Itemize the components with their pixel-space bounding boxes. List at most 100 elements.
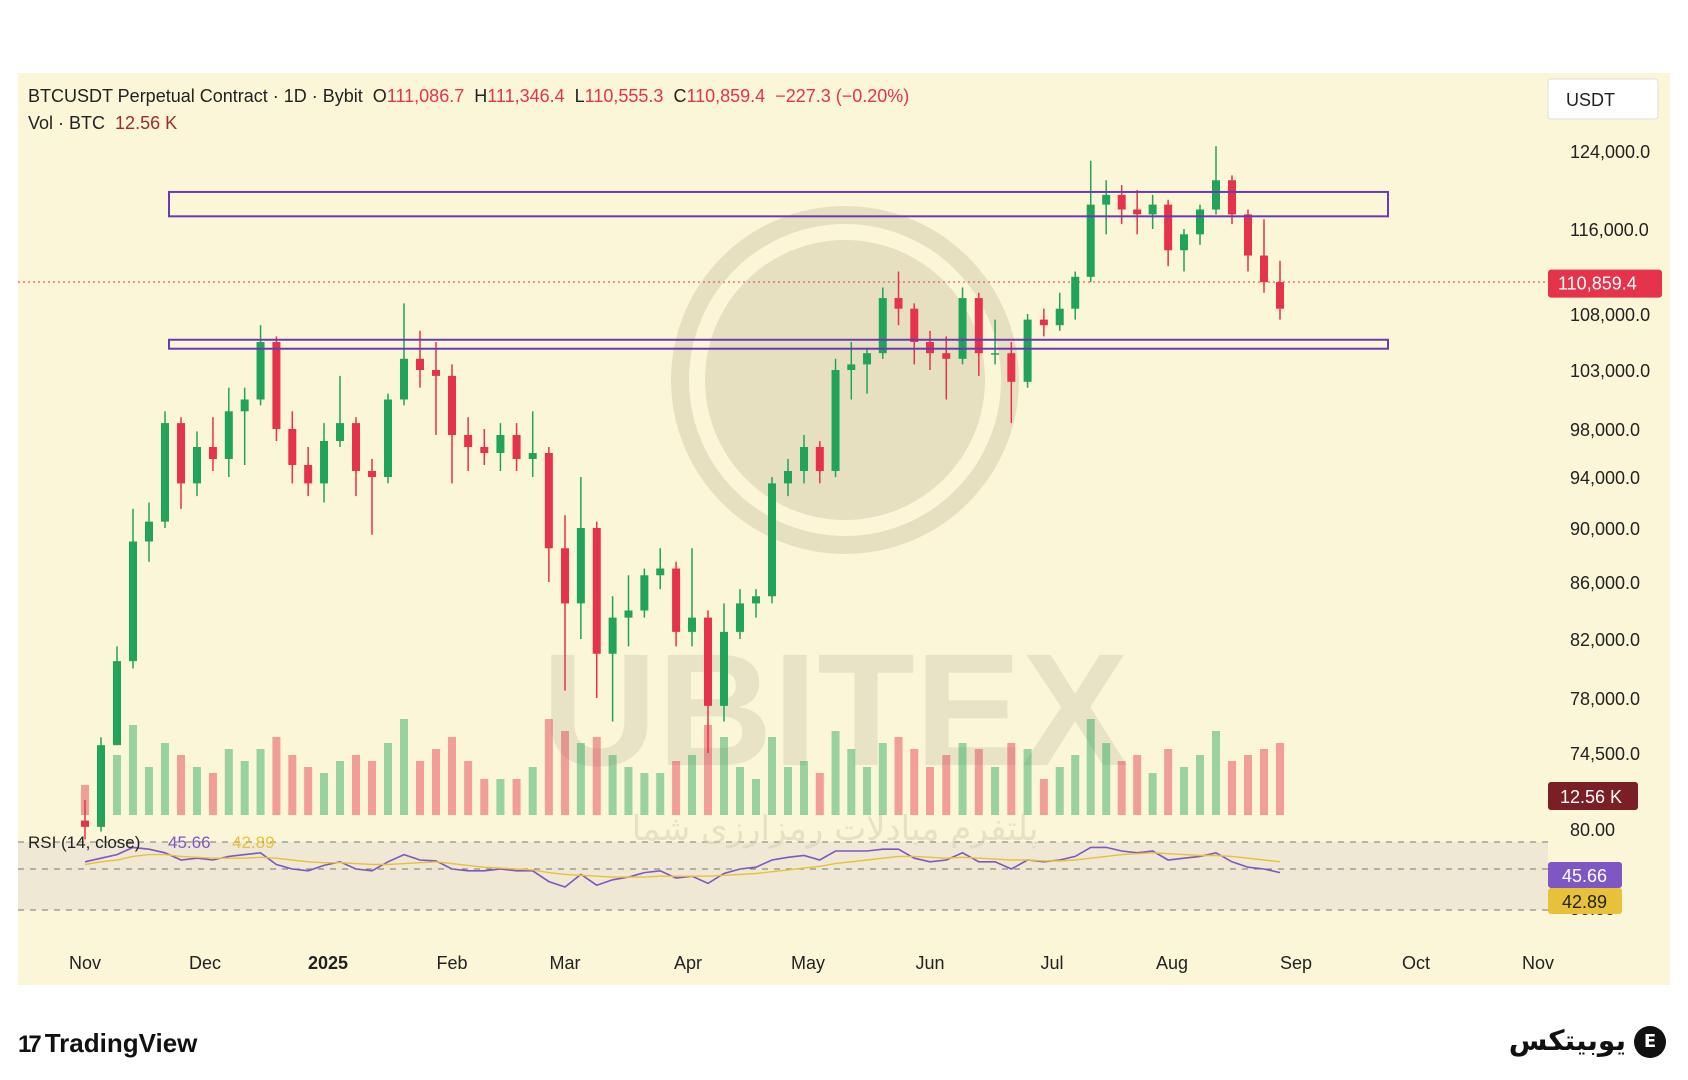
candle-body [1148,204,1157,215]
volume-badge-label: 12.56 K [1560,787,1622,807]
volume-bar [910,749,919,815]
volume-bar [496,779,505,815]
candle-body [1039,319,1048,326]
volume-bar [800,761,808,815]
volume-bar [240,761,249,815]
rsi-ma-value-label: 42.89 [232,833,275,852]
x-tick-label: Nov [1522,953,1554,973]
volume-bar [145,767,153,815]
header-symbol: BTCUSDT Perpetual Contract · 1D · Bybit [28,86,363,106]
y-tick-label: 78,000.0 [1570,689,1640,709]
candle-body [1260,255,1268,283]
volume-bar [400,719,408,815]
candle-body [528,453,537,459]
header-h-value: 111,346.4 [487,86,565,106]
volume-bar [624,767,633,815]
x-tick-label: Dec [189,953,221,973]
candle-body [974,298,983,354]
candle-body [831,370,840,471]
volume-bar [272,737,281,815]
header-l-value: 110,555.3 [584,86,664,106]
volume-bar [480,779,489,815]
candle-body [416,358,424,370]
candle-body [878,298,887,354]
currency-button-bg[interactable] [1547,78,1659,120]
currency-button[interactable]: USDT [1566,90,1615,110]
x-tick-label: Oct [1402,953,1430,973]
candle-body [847,364,856,370]
ubitex-logo: Eیوبیتکس [1509,1024,1666,1058]
volume-bar [1164,749,1173,815]
candle-body [688,617,696,632]
candle-body [592,528,601,654]
candle-body [208,447,217,459]
last-price-badge [1548,269,1662,298]
volume-bar [847,749,856,815]
tradingview-label: TradingView [44,1028,198,1058]
candle-body [752,596,760,604]
volume-bar [608,755,617,815]
candle-body [448,375,456,435]
volume-bar [528,767,537,815]
volume-bar [894,737,903,815]
rsi-y-tick-label: 80.00 [1570,820,1615,840]
candle-body [400,358,408,400]
ubitex-logo-icon: E [1634,1026,1666,1058]
volume-bar [863,767,872,815]
candle-body [432,370,440,376]
watermark-brand: UBITEX [542,620,1129,799]
rsi-badge [1548,862,1622,888]
candle-body [894,298,903,309]
volume-bar [129,725,137,815]
header-vol-value: 12.56 K [115,113,178,133]
tradingview-logo-icon: 17 [18,1031,42,1058]
y-tick-label: 90,000.0 [1570,519,1640,539]
y-tick-label: 103,000.0 [1570,361,1650,381]
y-tick-label: 124,000.0 [1570,142,1650,162]
candle-body [336,423,344,441]
candle-body [464,435,473,447]
candle-body [320,441,329,484]
volume-badge [1548,782,1638,810]
volume-bar [1102,743,1111,815]
candle-body [113,661,121,746]
rsi-badge-label: 45.66 [1562,866,1607,886]
watermark-logo [671,206,1019,554]
volume-bar [1148,773,1157,815]
volume-bar [177,755,185,815]
ubitex-label: یوبیتکس [1508,1024,1626,1057]
candle-body [352,423,360,471]
volume-bar [304,767,313,815]
header-line-1: BTCUSDT Perpetual Contract · 1D · Bybit … [28,86,909,107]
header-l-label: L [574,86,585,106]
candle-body [1086,204,1095,277]
rsi-ma-badge [1548,888,1622,914]
candle-body [1212,180,1220,210]
candle-body [193,447,201,484]
candle-body [768,483,776,597]
candle-body [736,603,744,632]
rsi-ma-line [84,852,1281,878]
candle-body [1007,353,1016,382]
candle-body [304,465,313,484]
rsi-value-label: 45.66 [168,833,211,852]
volume-bar [1039,779,1048,815]
y-tick-label: 94,000.0 [1570,468,1640,488]
volume-bar [352,755,360,815]
volume-bar [958,743,967,815]
volume-bar [1228,761,1236,815]
rsi-band [18,842,1548,910]
volume-bar [288,755,297,815]
volume-bar [1086,719,1095,815]
candle-body [991,353,1000,355]
candle-body [958,298,967,359]
x-axis: Nov Dec 2025 Feb Mar Apr May Jun Jul Aug Sep Oct Nov [69,953,1554,973]
candle-body [544,453,553,549]
x-tick-label: May [791,953,825,973]
volume-bar [688,755,696,815]
watermark-subtitle: پلتفرم مبادلات رمزارزی شما [632,809,1039,849]
candle-body [1102,194,1111,205]
candle-body [1055,308,1064,326]
candle-body [910,308,919,342]
candle-body [1117,194,1126,210]
